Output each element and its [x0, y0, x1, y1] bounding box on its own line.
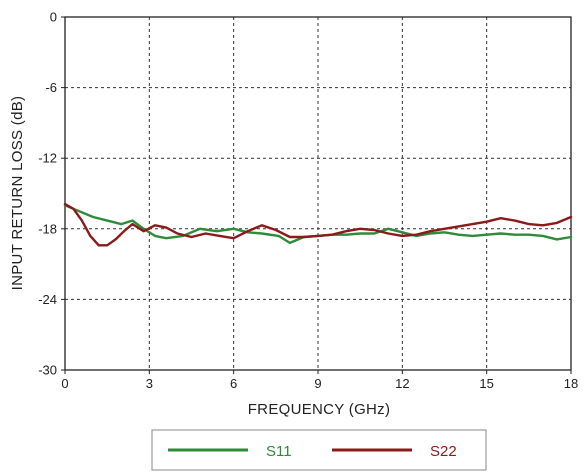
x-tick-label: 6	[230, 376, 237, 391]
legend: S11 S22	[151, 429, 487, 471]
x-axis-ticks: 0 3 6 9 12 15 18	[61, 370, 578, 391]
x-tick-label: 18	[564, 376, 578, 391]
x-tick-label: 3	[146, 376, 153, 391]
y-tick-label: -24	[38, 292, 57, 307]
legend-label-s22: S22	[430, 443, 457, 460]
x-tick-label: 15	[479, 376, 493, 391]
x-tick-label: 9	[314, 376, 321, 391]
legend-label-s11: S11	[266, 443, 292, 460]
y-tick-label: -6	[45, 80, 57, 95]
y-tick-label: -12	[38, 151, 57, 166]
y-axis-ticks: 0 -6 -12 -18 -24 -30	[38, 10, 65, 378]
y-tick-label: -30	[38, 363, 57, 378]
data-series	[63, 202, 573, 247]
y-tick-label: -18	[38, 221, 57, 236]
series-line-s22	[63, 202, 573, 247]
x-axis-title: FREQUENCY (GHz)	[248, 401, 391, 418]
y-tick-label: 0	[50, 10, 57, 25]
y-axis-title: INPUT RETURN LOSS (dB)	[9, 96, 26, 291]
x-tick-label: 0	[61, 376, 68, 391]
x-tick-label: 12	[395, 376, 409, 391]
